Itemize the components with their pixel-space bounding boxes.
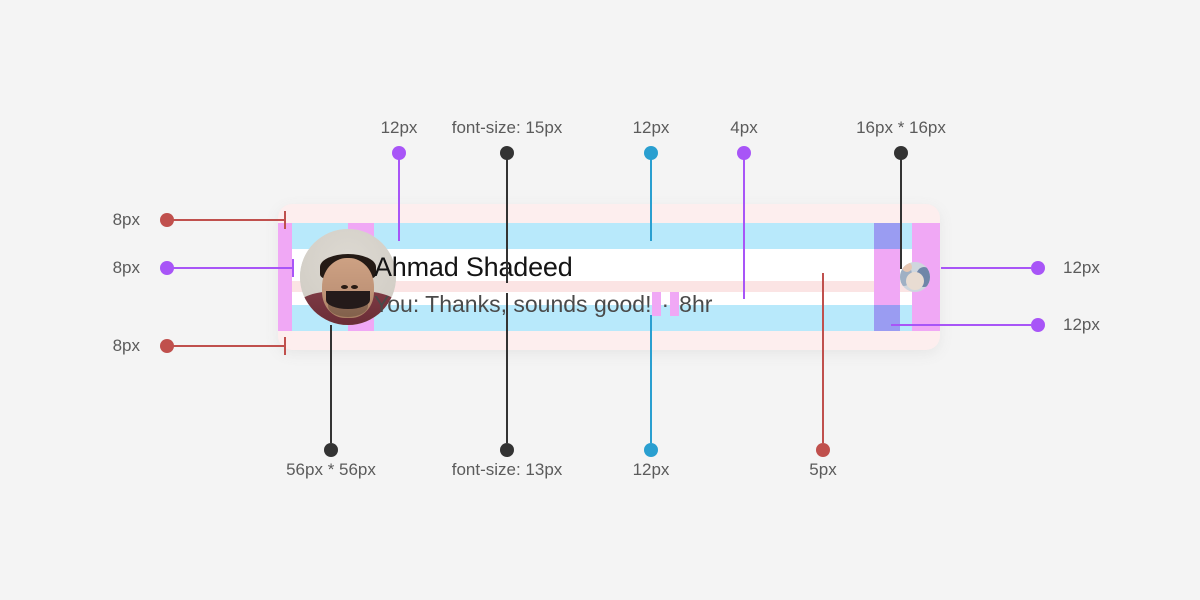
gap-swatch-after-separator bbox=[670, 292, 680, 316]
annotation-label: 8px bbox=[112, 258, 140, 277]
annotation-leader-line bbox=[891, 324, 1031, 326]
annotation-dot bbox=[160, 213, 174, 227]
annotation-leader-line bbox=[172, 345, 284, 347]
annotation-label: font-size: 13px bbox=[451, 460, 563, 479]
annotation-leader-line bbox=[941, 267, 1031, 269]
annotation-leader-line bbox=[822, 273, 824, 443]
annotation-leader-line bbox=[398, 153, 400, 241]
annotation-end-cap bbox=[284, 211, 286, 229]
group-avatar-person-3 bbox=[906, 272, 924, 290]
annotation-pin-right: 12px bbox=[0, 258, 1200, 278]
group-avatar-small[interactable] bbox=[900, 262, 930, 292]
message-timestamp: 8hr bbox=[679, 291, 713, 317]
annotation-label: 8px bbox=[112, 210, 140, 229]
annotation-pin-left: 8px bbox=[0, 258, 1200, 278]
annotation-dot bbox=[160, 261, 174, 275]
annotation-dot bbox=[644, 146, 658, 160]
annotation-label: 12px bbox=[632, 118, 670, 137]
annotation-leader-line bbox=[172, 219, 284, 221]
annotation-label: 12px bbox=[1063, 258, 1100, 277]
annotation-dot bbox=[500, 443, 514, 457]
annotation-leader-line bbox=[506, 293, 508, 443]
annotation-label: 5px bbox=[809, 460, 837, 479]
annotation-label: 8px bbox=[112, 336, 140, 355]
annotation-dot bbox=[500, 146, 514, 160]
annotation-leader-line bbox=[900, 153, 902, 269]
annotation-label: font-size: 15px bbox=[451, 118, 563, 137]
avatar-collar bbox=[326, 291, 370, 309]
group-avatar-person-4 bbox=[902, 262, 912, 272]
annotation-leader-line bbox=[172, 267, 292, 269]
annotation-label: 16px * 16px bbox=[856, 118, 946, 137]
annotation-leader-line bbox=[743, 153, 745, 299]
annotation-dot bbox=[894, 146, 908, 160]
annotation-dot bbox=[392, 146, 406, 160]
annotation-label: 56px * 56px bbox=[286, 460, 376, 479]
annotation-dot bbox=[737, 146, 751, 160]
annotation-pin-left: 8px bbox=[0, 336, 1200, 356]
annotation-dot bbox=[324, 443, 338, 457]
message-preview-text: You: Thanks, sounds good! bbox=[374, 291, 652, 317]
annotation-dot bbox=[644, 443, 658, 457]
annotation-dot bbox=[1031, 261, 1045, 275]
annotation-end-cap bbox=[284, 337, 286, 355]
annotation-pin-right: 12px bbox=[0, 315, 1200, 335]
card-text-column: Ahmad Shadeed You: Thanks, sounds good! … bbox=[374, 223, 874, 331]
annotation-label: 4px bbox=[730, 118, 758, 137]
separator-dot: · bbox=[661, 290, 670, 317]
gap-swatch-before-separator bbox=[651, 292, 661, 316]
annotation-label: 12px bbox=[632, 460, 670, 479]
annotation-label: 12px bbox=[380, 118, 418, 137]
contact-name: Ahmad Shadeed bbox=[374, 252, 573, 282]
annotation-leader-line bbox=[650, 315, 652, 443]
message-preview-row: You: Thanks, sounds good! · 8hr bbox=[374, 290, 713, 317]
annotation-dot bbox=[1031, 318, 1045, 332]
annotation-pin-left: 8px bbox=[0, 210, 1200, 230]
annotation-leader-line bbox=[506, 153, 508, 283]
annotation-dot bbox=[816, 443, 830, 457]
annotation-leader-line bbox=[650, 153, 652, 241]
annotation-label: 12px bbox=[1063, 315, 1100, 334]
avatar-eye-left bbox=[340, 285, 348, 290]
avatar-eye-right bbox=[351, 285, 359, 290]
contact-name-row: Ahmad Shadeed bbox=[374, 254, 573, 281]
annotation-dot bbox=[160, 339, 174, 353]
user-avatar-large[interactable] bbox=[300, 229, 396, 325]
annotation-leader-line bbox=[330, 325, 332, 443]
annotation-end-cap bbox=[292, 259, 294, 277]
